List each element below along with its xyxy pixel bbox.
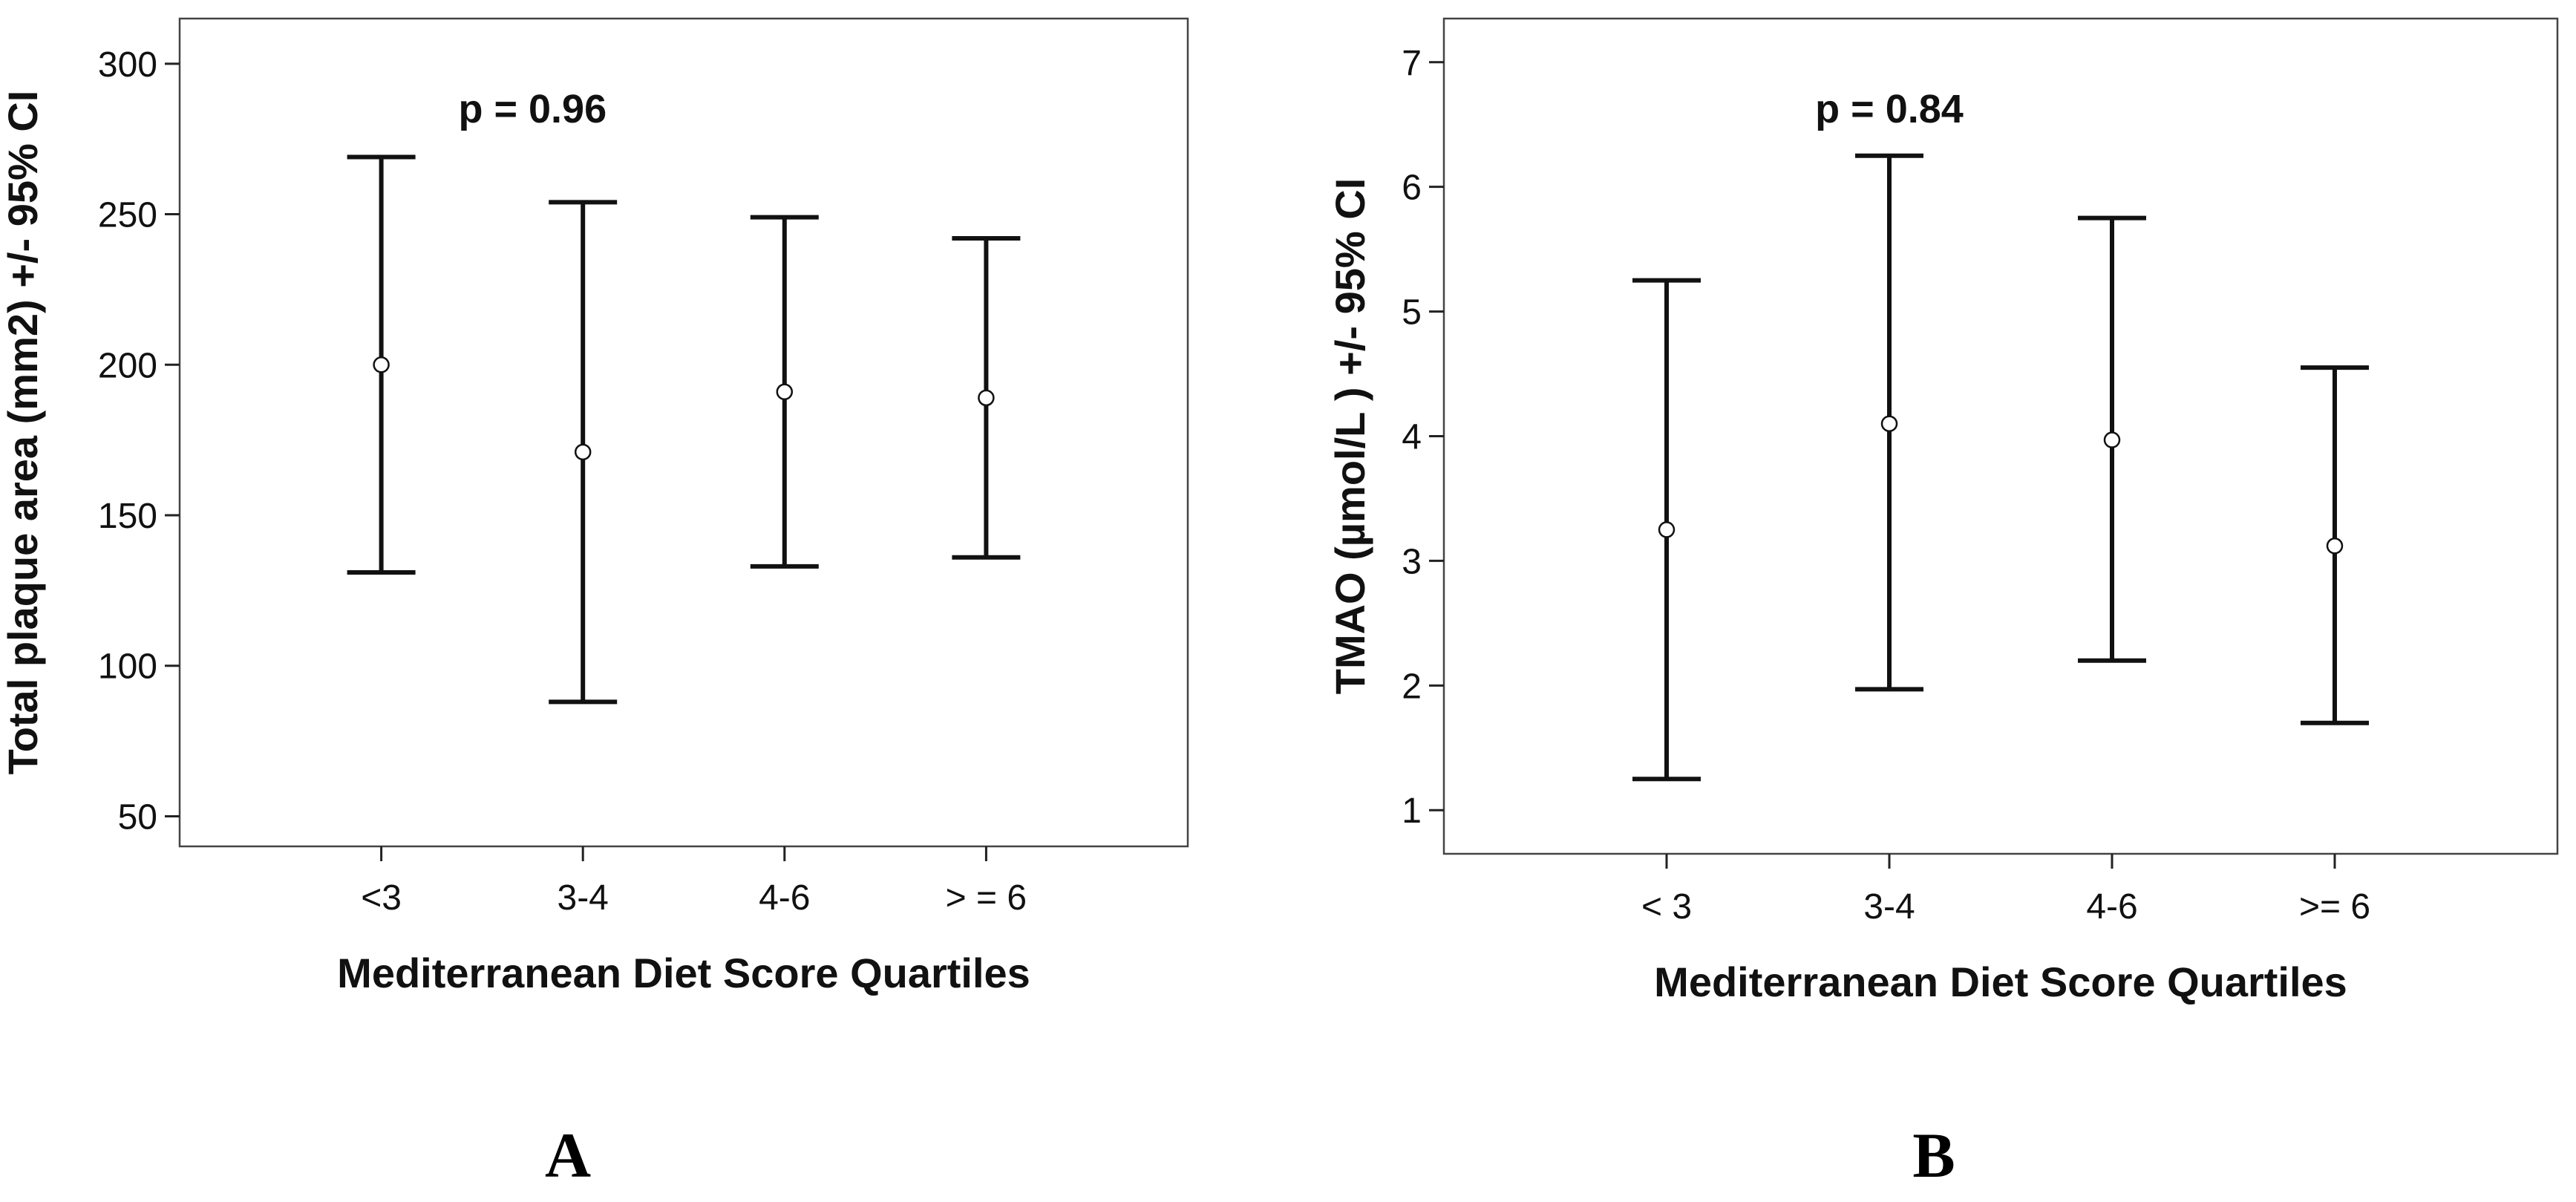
y-tick-label: 7 [1402,44,1422,83]
y-axis-title: TMAO (µmol/L ) +/- 95% CI [1327,178,1373,695]
x-tick-label: < 3 [1641,887,1692,927]
mean-point [373,356,390,373]
panel-letter-b: B [1912,1120,1955,1191]
y-tick-label: 300 [98,45,157,85]
y-tick-label: 2 [1402,667,1422,706]
y-tick-label: 150 [98,497,157,536]
mean-point [1880,415,1898,432]
y-tick-label: 4 [1402,418,1422,457]
plot-frame [178,17,1189,848]
mean-point [978,389,995,407]
panel-letter-a: A [545,1120,591,1191]
mean-point [1658,521,1676,538]
x-axis-title: Mediterranean Diet Score Quartiles [337,950,1030,996]
y-axis-title: Total plaque area (mm2) +/- 95% CI [0,91,46,775]
y-tick-label: 3 [1402,542,1422,581]
y-tick-label: 200 [98,346,157,385]
y-tick-label: 50 [118,797,157,837]
x-tick-label: 4-6 [2086,887,2137,927]
y-tick-label: 5 [1402,293,1422,333]
x-tick-label: 4-6 [759,878,810,918]
y-tick-label: 250 [98,196,157,235]
mean-point [574,443,592,461]
p-value-annotation: p = 0.96 [458,87,607,131]
mean-point [776,383,794,401]
x-axis-title: Mediterranean Diet Score Quartiles [1654,958,2347,1005]
y-tick-label: 100 [98,647,157,687]
x-tick-label: <3 [361,878,402,918]
x-tick-label: >= 6 [2299,887,2370,927]
mean-point [2103,431,2121,448]
panel-a: 50 100 150 200 250 300 <3 3-4 4-6 > = 6 p = 0.96 Me… [0,17,1189,996]
x-tick-label: > = 6 [946,878,1027,918]
y-tick-label: 1 [1402,791,1422,831]
y-tick-label: 6 [1402,169,1422,208]
panel-b: 1 2 3 4 5 6 7 < 3 3-4 4-6 >= 6 p = 0.84 Mediterranea… [1327,17,2559,1005]
x-tick-label: 3-4 [1863,887,1915,927]
p-value-annotation: p = 0.84 [1815,87,1964,131]
mean-point [2326,538,2344,555]
plot-frame [1442,17,2559,855]
x-tick-label: 3-4 [558,878,609,918]
